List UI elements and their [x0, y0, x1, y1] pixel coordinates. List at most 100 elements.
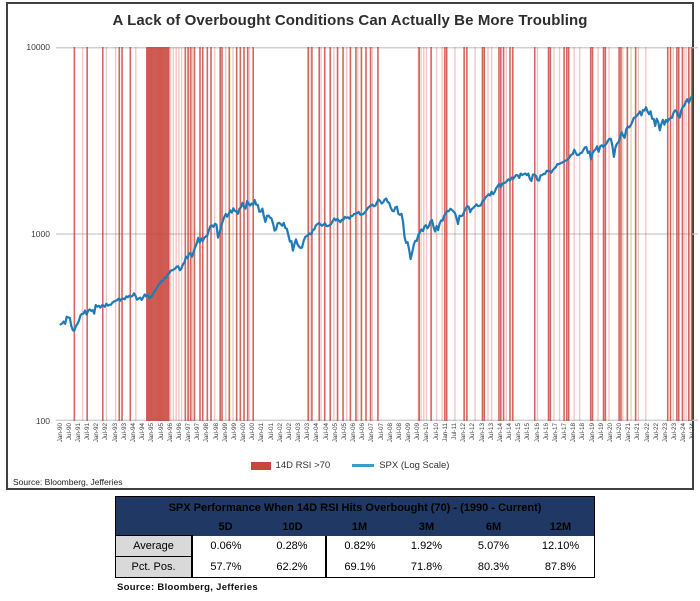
x-tick-label: Jan-01: [258, 423, 266, 443]
x-tick-label: Jul-19: [597, 423, 605, 441]
x-tick-label: Jul-13: [487, 423, 495, 441]
x-tick-label: Jul-21: [634, 423, 642, 441]
y-tick-10000: 10000: [26, 42, 50, 52]
x-tick-label: Jan-09: [405, 423, 413, 443]
x-tick-label: Jan-02: [276, 423, 284, 443]
x-tick-label: Jul-97: [194, 423, 202, 441]
avg-12m: 12.10%: [527, 535, 595, 557]
spx-line: [59, 94, 694, 332]
x-tick-label: Jul-15: [524, 423, 532, 441]
table-header-row: 5D 10D 1M 3M 6M 12M: [115, 518, 595, 536]
y-tick-1000: 1000: [31, 229, 50, 239]
x-tick-label: Jan-18: [570, 423, 578, 443]
x-tick-label: Jan-19: [588, 423, 596, 443]
x-tick-label: Jul-94: [139, 423, 147, 441]
x-tick-label: Jan-14: [496, 423, 504, 443]
avg-5d: 0.06%: [192, 535, 259, 557]
x-tick-label: Jan-98: [203, 423, 211, 443]
x-tick-label: Jul-02: [285, 423, 293, 441]
row-label-pctpos: Pct. Pos.: [115, 556, 193, 578]
plot-svg: [56, 47, 698, 421]
x-tick-label: Jul-95: [157, 423, 165, 441]
legend-item-rsi: 14D RSI >70: [250, 460, 331, 471]
table-title-row: SPX Performance When 14D RSI Hits Overbo…: [115, 496, 595, 518]
x-tick-label: Jan-92: [93, 423, 101, 443]
header-6m: 6M: [460, 518, 527, 536]
x-tick-label: Jan-07: [368, 423, 376, 443]
x-tick-label: Jul-18: [579, 423, 587, 441]
x-tick-label: Jan-00: [240, 423, 247, 443]
x-tick-label: Jan-95: [148, 423, 156, 443]
plot-area: [56, 47, 698, 421]
avg-3m: 1.92%: [393, 535, 460, 557]
x-tick-label: Jan-08: [386, 423, 394, 443]
x-tick-label: Jul-12: [469, 423, 477, 441]
x-tick-label: Jul-20: [616, 423, 623, 441]
x-tick-label: Jan-90: [56, 423, 64, 443]
x-tick-label: Jan-05: [331, 423, 339, 443]
x-tick-label: Jul-07: [377, 423, 385, 441]
x-tick-label: Jan-91: [74, 423, 82, 443]
x-tick-label: Jul-96: [175, 423, 183, 441]
avg-10d: 0.28%: [259, 535, 326, 557]
x-tick-label: Jan-10: [423, 423, 431, 443]
row-label-average: Average: [115, 535, 193, 557]
table-source-note: Source: Bloomberg, Jefferies: [117, 582, 258, 593]
chart-legend: 14D RSI >70 SPX (Log Scale): [8, 460, 692, 471]
x-tick-label: Jan-13: [478, 423, 486, 443]
header-1m: 1M: [326, 518, 393, 536]
x-tick-label: Jul-11: [451, 423, 458, 440]
x-tick-label: Jan-06: [350, 423, 358, 443]
spx-legend-label: SPX (Log Scale): [379, 460, 450, 471]
x-tick-label: Jul-10: [432, 423, 440, 441]
x-tick-label: Jul-90: [65, 423, 73, 441]
x-tick-label: Jan-12: [460, 423, 468, 443]
rsi-legend-swatch: [250, 461, 271, 470]
x-tick-label: Jul-05: [340, 423, 348, 441]
chart-title: A Lack of Overbought Conditions Can Actu…: [112, 12, 588, 29]
pct-12m: 87.8%: [527, 556, 595, 578]
spx-legend-swatch: [352, 464, 375, 467]
rsi-legend-label: 14D RSI >70: [275, 460, 331, 471]
x-tick-label: Jan-11: [441, 423, 449, 442]
header-10d: 10D: [259, 518, 326, 536]
pct-5d: 57.7%: [192, 556, 259, 578]
x-tick-label: Jan-93: [111, 423, 119, 443]
chart-source-note: Source: Bloomberg, Jefferies: [13, 477, 123, 487]
x-tick-label: Jan-17: [551, 423, 559, 443]
pct-1m: 69.1%: [325, 556, 393, 578]
table-row-average: Average 0.06% 0.28% 0.82% 1.92% 5.07% 12…: [115, 535, 595, 557]
x-tick-label: Jan-96: [166, 423, 174, 443]
pct-6m: 80.3%: [460, 556, 527, 578]
legend-item-spx: SPX (Log Scale): [352, 460, 449, 471]
spx-rsi-chart: A Lack of Overbought Conditions Can Actu…: [6, 2, 698, 490]
x-tick-label: Jul-17: [561, 423, 568, 441]
x-tick-label: Jan-23: [661, 423, 669, 443]
x-tick-label: Jan-20: [606, 423, 614, 443]
x-tick-label: Jan-04: [313, 423, 321, 443]
header-empty: [115, 518, 192, 536]
x-tick-label: Jul-08: [395, 423, 403, 441]
x-tick-label: Jan-24: [680, 423, 688, 443]
avg-1m: 0.82%: [325, 535, 393, 557]
x-tick-label: Jan-16: [533, 423, 541, 443]
x-tick-label: Jul-91: [84, 423, 92, 441]
x-tick-label: Jul-16: [542, 423, 550, 441]
performance-table: SPX Performance When 14D RSI Hits Overbo…: [115, 496, 595, 578]
x-tick-label: Jul-04: [322, 423, 330, 441]
x-tick-label: Jul-06: [359, 423, 367, 441]
x-tick-label: Jul-14: [506, 423, 513, 441]
x-tick-label: Jul-22: [652, 423, 660, 441]
table-title: SPX Performance When 14D RSI Hits Overbo…: [115, 496, 595, 518]
x-tick-label: Jul-03: [304, 423, 312, 441]
x-tick-label: Jan-15: [515, 423, 523, 443]
x-tick-label: Jul-98: [212, 423, 220, 441]
header-12m: 12M: [527, 518, 595, 536]
x-tick-label: Jan-22: [643, 423, 651, 443]
x-tick-label: Jan-94: [130, 423, 137, 443]
x-tick-label: Jul-09: [414, 423, 422, 441]
x-tick-label: Jul-93: [120, 423, 128, 441]
x-tick-label: Jul-00: [249, 423, 257, 441]
x-tick-label: Jul-01: [267, 423, 275, 441]
